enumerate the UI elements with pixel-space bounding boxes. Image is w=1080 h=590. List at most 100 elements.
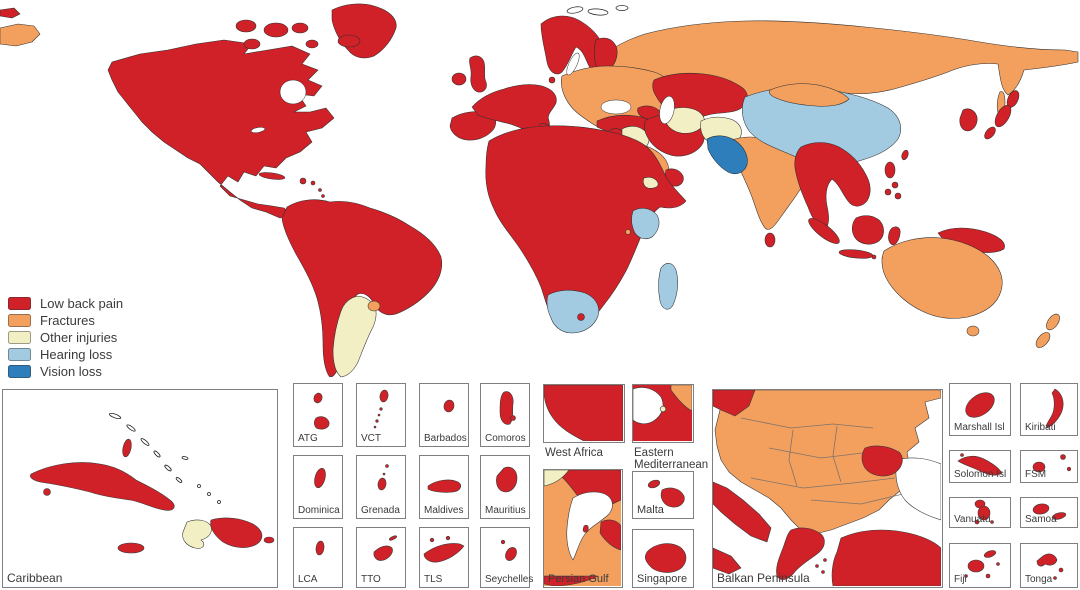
tto-trinidad <box>373 545 393 561</box>
maldives-atoll <box>427 479 462 493</box>
inset-vanuatu: Vanuatu <box>949 497 1011 528</box>
vanuatu-main <box>977 505 991 521</box>
world-map <box>0 3 1079 378</box>
inset-label-seychelles: Seychelles <box>485 574 534 585</box>
balkan-southern-italy <box>713 547 742 575</box>
fiji-viti-levu <box>967 559 985 573</box>
balkan-italy <box>713 481 772 543</box>
map-legend: Low back pain Fractures Other injuries H… <box>8 295 123 380</box>
inset-label-kiribati: Kiribati <box>1025 422 1056 433</box>
caribbean-puerto-rico <box>263 536 275 544</box>
inset-label-fsm: FSM <box>1025 469 1047 480</box>
inset-label-samoa: Samoa <box>1025 514 1057 525</box>
inset-label-tls: TLS <box>424 574 443 585</box>
inset-label-tto: TTO <box>361 574 381 585</box>
caribbean-isle-of-youth <box>43 488 51 496</box>
inset-label-atg: ATG <box>298 433 318 444</box>
region-puerto-rico-main <box>310 180 316 186</box>
legend-label: Hearing loss <box>40 346 113 362</box>
inset-fsm: FSM <box>1020 450 1078 483</box>
region-uruguay <box>367 300 381 312</box>
kiribati-hook <box>1046 388 1064 429</box>
legend-swatch-vision-loss <box>8 364 31 378</box>
caribbean-andros <box>122 438 132 458</box>
legend-item: Hearing loss <box>8 346 123 362</box>
region-philippines <box>884 161 902 200</box>
tls-main <box>423 543 465 563</box>
region-africa <box>485 125 687 333</box>
inset-label-vct: VCT <box>361 433 381 444</box>
tonga-islet-2 <box>1053 576 1057 580</box>
region-indonesia <box>808 215 901 262</box>
region-western-europe <box>471 84 557 134</box>
region-arctic-islands <box>235 19 319 50</box>
legend-label: Other injuries <box>40 329 118 345</box>
legend-swatch-low-back-pain <box>8 296 31 310</box>
region-mongolia <box>768 83 850 107</box>
vanuatu-islet-sw <box>974 519 980 525</box>
region-new-zealand <box>1035 313 1060 348</box>
persian-gulf-qatar <box>582 524 589 533</box>
inset-label-caribbean: Caribbean <box>7 571 63 585</box>
inset-label-eastern-mediterranean: Eastern Mediterranean <box>634 447 709 472</box>
inset-label-singapore: Singapore <box>637 573 688 585</box>
region-lesotho <box>577 313 585 321</box>
tto-tobago <box>389 535 397 541</box>
grenada-islet-north <box>385 464 389 468</box>
region-rwanda <box>625 229 631 235</box>
region-south-africa <box>546 289 599 334</box>
vanuatu-islet-se <box>990 520 994 524</box>
balkan-austria <box>713 390 756 417</box>
seychelles-islet <box>500 539 506 545</box>
region-north-america <box>107 39 335 219</box>
inset-tonga: Tonga <box>1020 543 1078 588</box>
inset-lca: LCA <box>293 527 343 588</box>
black-sea <box>600 99 632 115</box>
persian-gulf-water <box>566 491 613 561</box>
inset-label-balkan: Balkan Peninsula <box>717 571 810 585</box>
region-madagascar <box>658 263 678 310</box>
inset-tto: TTO <box>356 527 406 588</box>
fiji-vanua-levu <box>983 550 997 558</box>
eastern-med-northeast <box>670 385 692 412</box>
inset-fiji: Fiji <box>949 543 1011 588</box>
inset-mauritius: Mauritius <box>480 455 530 519</box>
legend-swatch-hearing-loss <box>8 347 31 361</box>
balkan-black-sea <box>895 457 941 521</box>
inset-label-tonga: Tonga <box>1025 574 1053 585</box>
caribbean-jamaica <box>117 542 145 554</box>
vct-main-island <box>379 389 389 403</box>
malta-gozo <box>647 479 661 489</box>
balkan-moldova <box>861 445 903 477</box>
inset-solomon: Solomon Isl <box>949 450 1011 483</box>
west-africa-land <box>544 385 623 441</box>
inset-west-africa <box>543 384 625 443</box>
fsm-main <box>1032 461 1046 473</box>
region-greenland <box>331 3 397 59</box>
inset-balkan: Balkan Peninsula <box>712 389 943 588</box>
region-korea <box>959 108 978 132</box>
region-pakistan <box>706 135 748 174</box>
tonga-islet-1 <box>1058 567 1064 573</box>
region-denmark <box>548 76 556 84</box>
inset-label-grenada: Grenada <box>361 505 400 516</box>
inset-kiribati: Kiribati <box>1020 383 1078 436</box>
baltic-sea <box>566 52 580 76</box>
atg-island-north <box>313 392 323 404</box>
region-eritrea <box>642 176 659 189</box>
balkan-aegean-islands <box>815 558 827 574</box>
barbados-island <box>443 399 455 413</box>
region-se-asia <box>794 142 871 231</box>
tls-islet-north <box>445 535 451 541</box>
inset-label-comoros: Comoros <box>485 433 526 444</box>
caribbean-haiti <box>182 519 212 549</box>
inset-label-mauritius: Mauritius <box>485 505 526 516</box>
inset-label-fiji: Fiji <box>954 574 967 585</box>
inset-seychelles: Seychelles <box>480 527 534 588</box>
inset-label-lca: LCA <box>298 574 318 585</box>
svalbard-outlines <box>566 5 629 16</box>
singapore-island <box>644 543 687 573</box>
region-australia <box>881 237 1003 319</box>
marshall-island <box>965 392 995 418</box>
